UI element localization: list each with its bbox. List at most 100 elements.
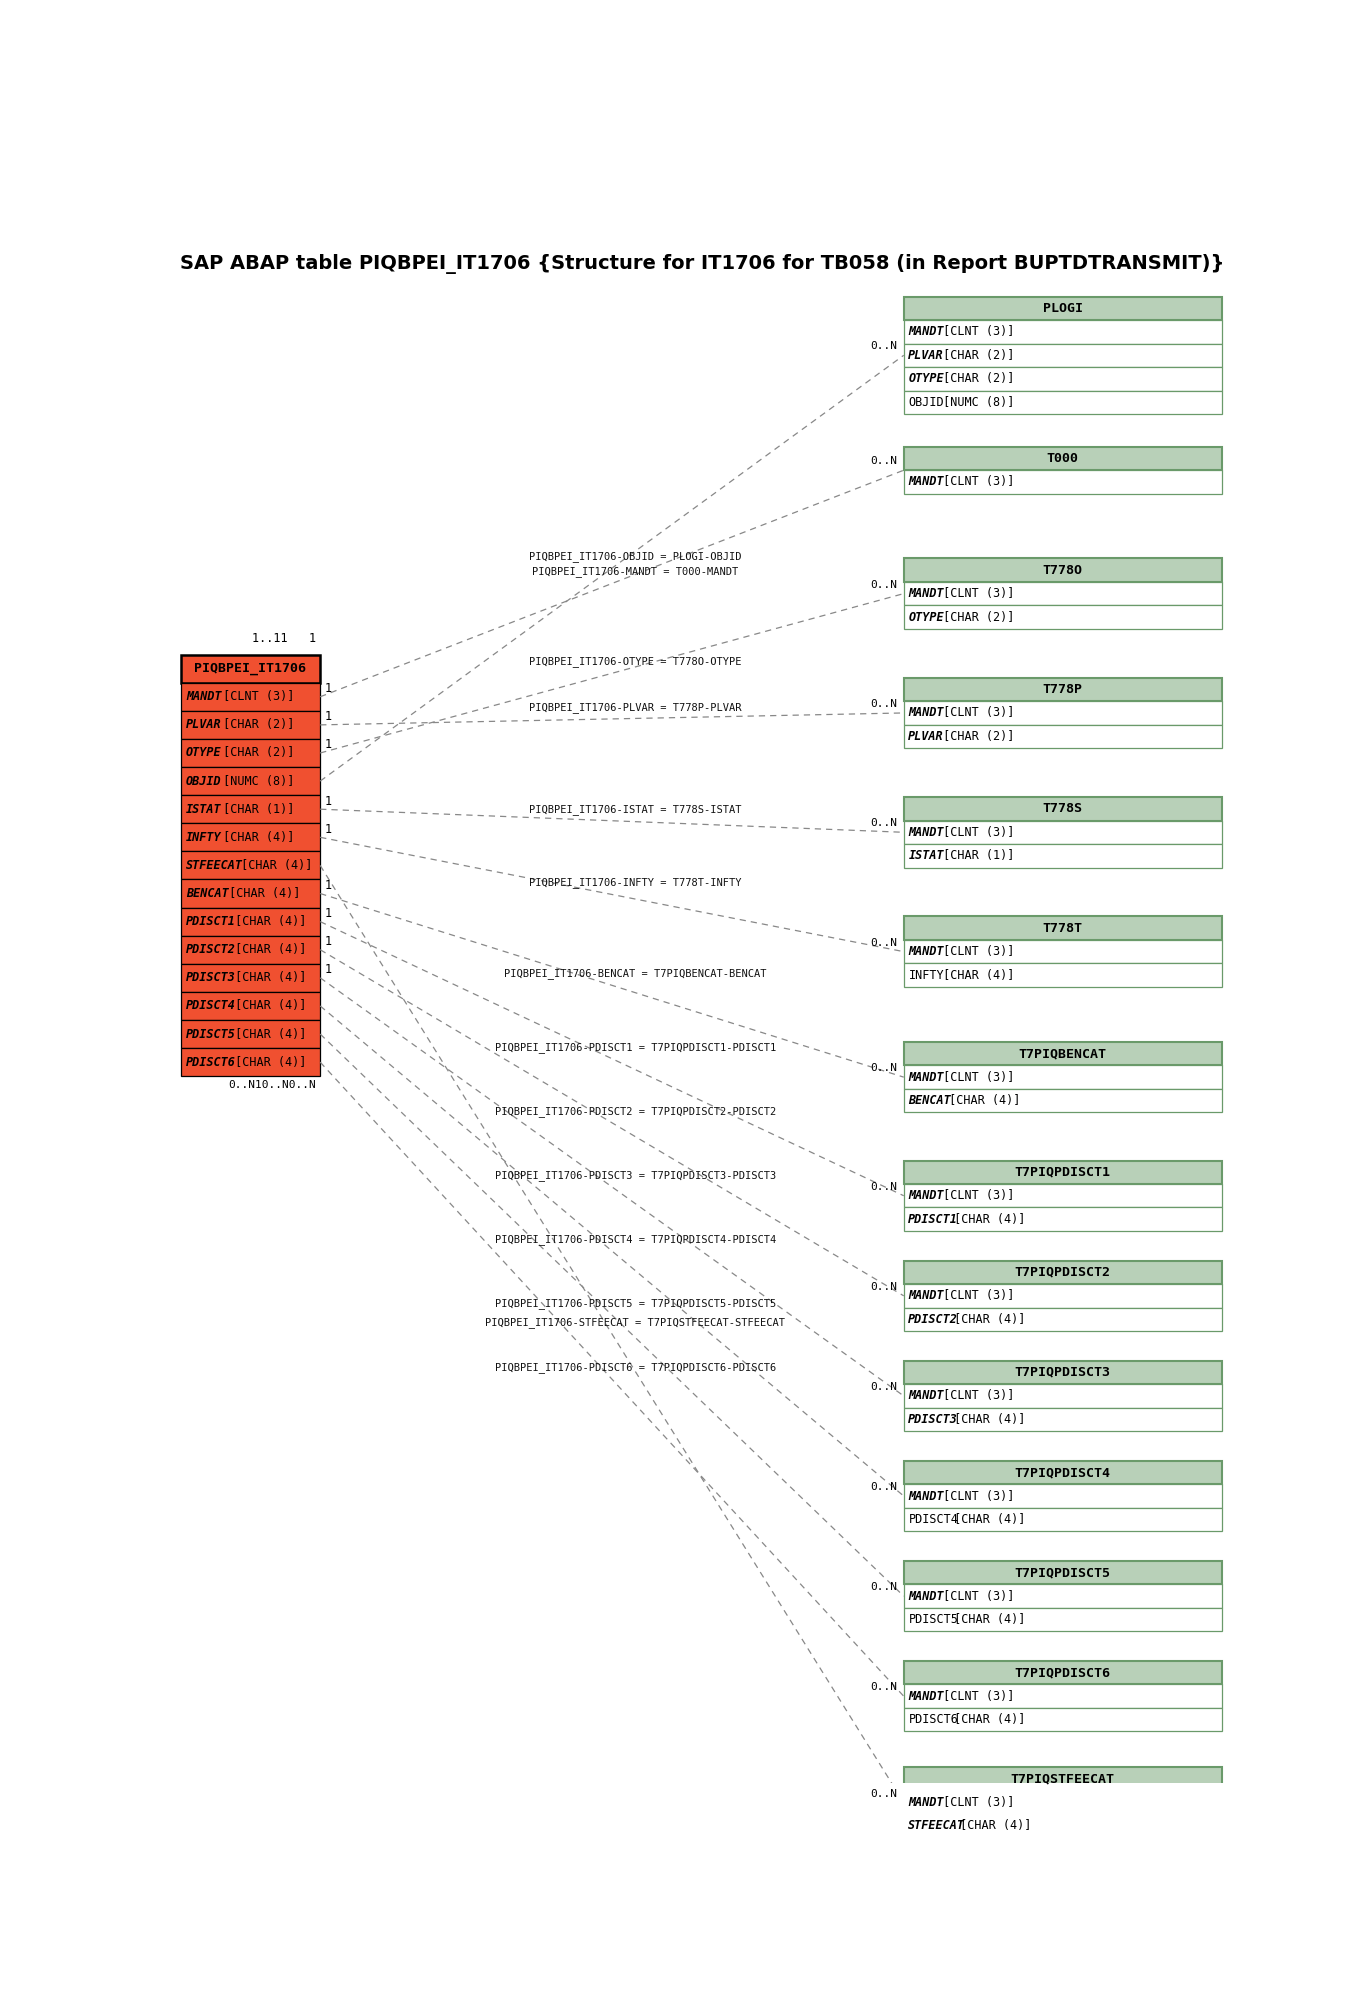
Text: [CHAR (4)]: [CHAR (4)]: [229, 971, 307, 983]
Text: 0..N10..N0..N: 0..N10..N0..N: [229, 1080, 317, 1090]
Text: [CHAR (4)]: [CHAR (4)]: [936, 969, 1015, 981]
Bar: [903, 1660, 1222, 1685]
Text: [CHAR (4)]: [CHAR (4)]: [229, 1056, 307, 1070]
Bar: [903, 1408, 1222, 1432]
Text: T7PIQPDISCT2: T7PIQPDISCT2: [1015, 1266, 1111, 1278]
Text: [NUMC (8)]: [NUMC (8)]: [936, 397, 1015, 409]
Text: T7PIQPDISCT5: T7PIQPDISCT5: [1015, 1566, 1111, 1578]
Text: PIQBPEI_IT1706-PDISCT5 = T7PIQPDISCT5-PDISCT5: PIQBPEI_IT1706-PDISCT5 = T7PIQPDISCT5-PD…: [495, 1298, 776, 1308]
Text: [CHAR (4)]: [CHAR (4)]: [234, 859, 313, 871]
Bar: [903, 320, 1222, 345]
Bar: [903, 1308, 1222, 1332]
Text: T778O: T778O: [1042, 563, 1083, 577]
Text: [CHAR (4)]: [CHAR (4)]: [947, 1312, 1026, 1326]
Bar: [181, 711, 321, 739]
Text: PIQBPEI_IT1706-MANDT = T000-MANDT: PIQBPEI_IT1706-MANDT = T000-MANDT: [532, 567, 739, 577]
Text: [CHAR (4)]: [CHAR (4)]: [947, 1412, 1026, 1426]
Bar: [903, 345, 1222, 367]
Text: PIQBPEI_IT1706-PDISCT1 = T7PIQPDISCT1-PDISCT1: PIQBPEI_IT1706-PDISCT1 = T7PIQPDISCT1-PD…: [495, 1042, 776, 1052]
Text: [CLNT (3)]: [CLNT (3)]: [936, 1797, 1015, 1809]
Text: MANDT: MANDT: [909, 475, 945, 489]
Text: OTYPE: OTYPE: [909, 611, 945, 623]
Text: PLVAR: PLVAR: [909, 729, 945, 743]
Text: [CHAR (2)]: [CHAR (2)]: [936, 373, 1015, 385]
Text: [CHAR (1)]: [CHAR (1)]: [217, 803, 295, 815]
Text: MANDT: MANDT: [909, 1290, 945, 1302]
Text: 1: 1: [325, 907, 332, 919]
Bar: [903, 1709, 1222, 1731]
Text: 0..N: 0..N: [871, 1282, 898, 1292]
Bar: [181, 1048, 321, 1076]
Text: OBJID: OBJID: [186, 775, 222, 787]
Bar: [903, 1815, 1222, 1837]
Text: 0..N: 0..N: [871, 1683, 898, 1693]
Bar: [903, 1090, 1222, 1112]
Bar: [181, 683, 321, 711]
Text: MANDT: MANDT: [909, 1072, 945, 1084]
Text: T778P: T778P: [1042, 683, 1083, 695]
Bar: [903, 1284, 1222, 1308]
Bar: [903, 581, 1222, 605]
Text: PDISCT2: PDISCT2: [909, 1312, 958, 1326]
Bar: [903, 1484, 1222, 1508]
Bar: [903, 1791, 1222, 1815]
Bar: [903, 559, 1222, 581]
Text: [CHAR (2)]: [CHAR (2)]: [217, 747, 295, 759]
Text: MANDT: MANDT: [909, 1797, 945, 1809]
Text: [CHAR (4)]: [CHAR (4)]: [229, 943, 307, 955]
Text: ISTAT: ISTAT: [909, 849, 945, 861]
Text: PDISCT6: PDISCT6: [186, 1056, 236, 1070]
Text: [CLNT (3)]: [CLNT (3)]: [936, 1190, 1015, 1202]
Text: [CLNT (3)]: [CLNT (3)]: [936, 1590, 1015, 1602]
Text: 1..11   1: 1..11 1: [252, 633, 317, 645]
Bar: [903, 447, 1222, 471]
Text: 1: 1: [325, 935, 332, 947]
Bar: [903, 471, 1222, 493]
Text: 1: 1: [325, 795, 332, 807]
Text: [CHAR (4)]: [CHAR (4)]: [947, 1612, 1026, 1626]
Text: PIQBPEI_IT1706: PIQBPEI_IT1706: [195, 663, 307, 675]
Text: T778T: T778T: [1042, 921, 1083, 935]
Text: INFTY: INFTY: [186, 831, 222, 843]
Text: MANDT: MANDT: [909, 1390, 945, 1402]
Text: [CHAR (4)]: [CHAR (4)]: [229, 1028, 307, 1040]
Bar: [903, 1184, 1222, 1208]
Text: PDISCT5: PDISCT5: [909, 1612, 958, 1626]
Text: BENCAT: BENCAT: [186, 887, 229, 899]
Text: 0..N: 0..N: [871, 699, 898, 709]
Text: 1: 1: [325, 963, 332, 975]
Text: BENCAT: BENCAT: [909, 1094, 951, 1108]
Text: PDISCT2: PDISCT2: [186, 943, 236, 955]
Text: [CLNT (3)]: [CLNT (3)]: [936, 587, 1015, 601]
Bar: [903, 1460, 1222, 1484]
Text: MANDT: MANDT: [909, 1691, 945, 1703]
Text: PIQBPEI_IT1706-BENCAT = T7PIQBENCAT-BENCAT: PIQBPEI_IT1706-BENCAT = T7PIQBENCAT-BENC…: [505, 967, 766, 979]
Text: [CHAR (4)]: [CHAR (4)]: [942, 1094, 1020, 1108]
Text: PDISCT3: PDISCT3: [909, 1412, 958, 1426]
Text: PLOGI: PLOGI: [1042, 302, 1083, 314]
Bar: [903, 1767, 1222, 1791]
Text: OBJID: OBJID: [909, 397, 945, 409]
Text: 1: 1: [325, 711, 332, 723]
Bar: [181, 879, 321, 907]
Text: [CHAR (4)]: [CHAR (4)]: [947, 1212, 1026, 1226]
Bar: [903, 797, 1222, 821]
Text: MANDT: MANDT: [909, 1190, 945, 1202]
Bar: [903, 391, 1222, 415]
Text: MANDT: MANDT: [909, 324, 945, 339]
Text: 0..N: 0..N: [871, 1582, 898, 1592]
Text: [CHAR (4)]: [CHAR (4)]: [947, 1713, 1026, 1727]
Text: PIQBPEI_IT1706-ISTAT = T778S-ISTAT: PIQBPEI_IT1706-ISTAT = T778S-ISTAT: [529, 803, 742, 815]
Text: PDISCT1: PDISCT1: [186, 915, 236, 927]
Bar: [181, 963, 321, 991]
Bar: [903, 843, 1222, 867]
Text: MANDT: MANDT: [909, 945, 945, 957]
Text: PDISCT1: PDISCT1: [909, 1212, 958, 1226]
Bar: [903, 701, 1222, 725]
Text: T7PIQPDISCT3: T7PIQPDISCT3: [1015, 1366, 1111, 1378]
Bar: [903, 1584, 1222, 1608]
Text: SAP ABAP table PIQBPEI_IT1706 {Structure for IT1706 for TB058 (in Report BUPTDTR: SAP ABAP table PIQBPEI_IT1706 {Structure…: [181, 254, 1224, 274]
Text: [CHAR (2)]: [CHAR (2)]: [936, 349, 1015, 363]
Text: 0..N: 0..N: [871, 1789, 898, 1799]
Text: [CHAR (2)]: [CHAR (2)]: [936, 611, 1015, 623]
